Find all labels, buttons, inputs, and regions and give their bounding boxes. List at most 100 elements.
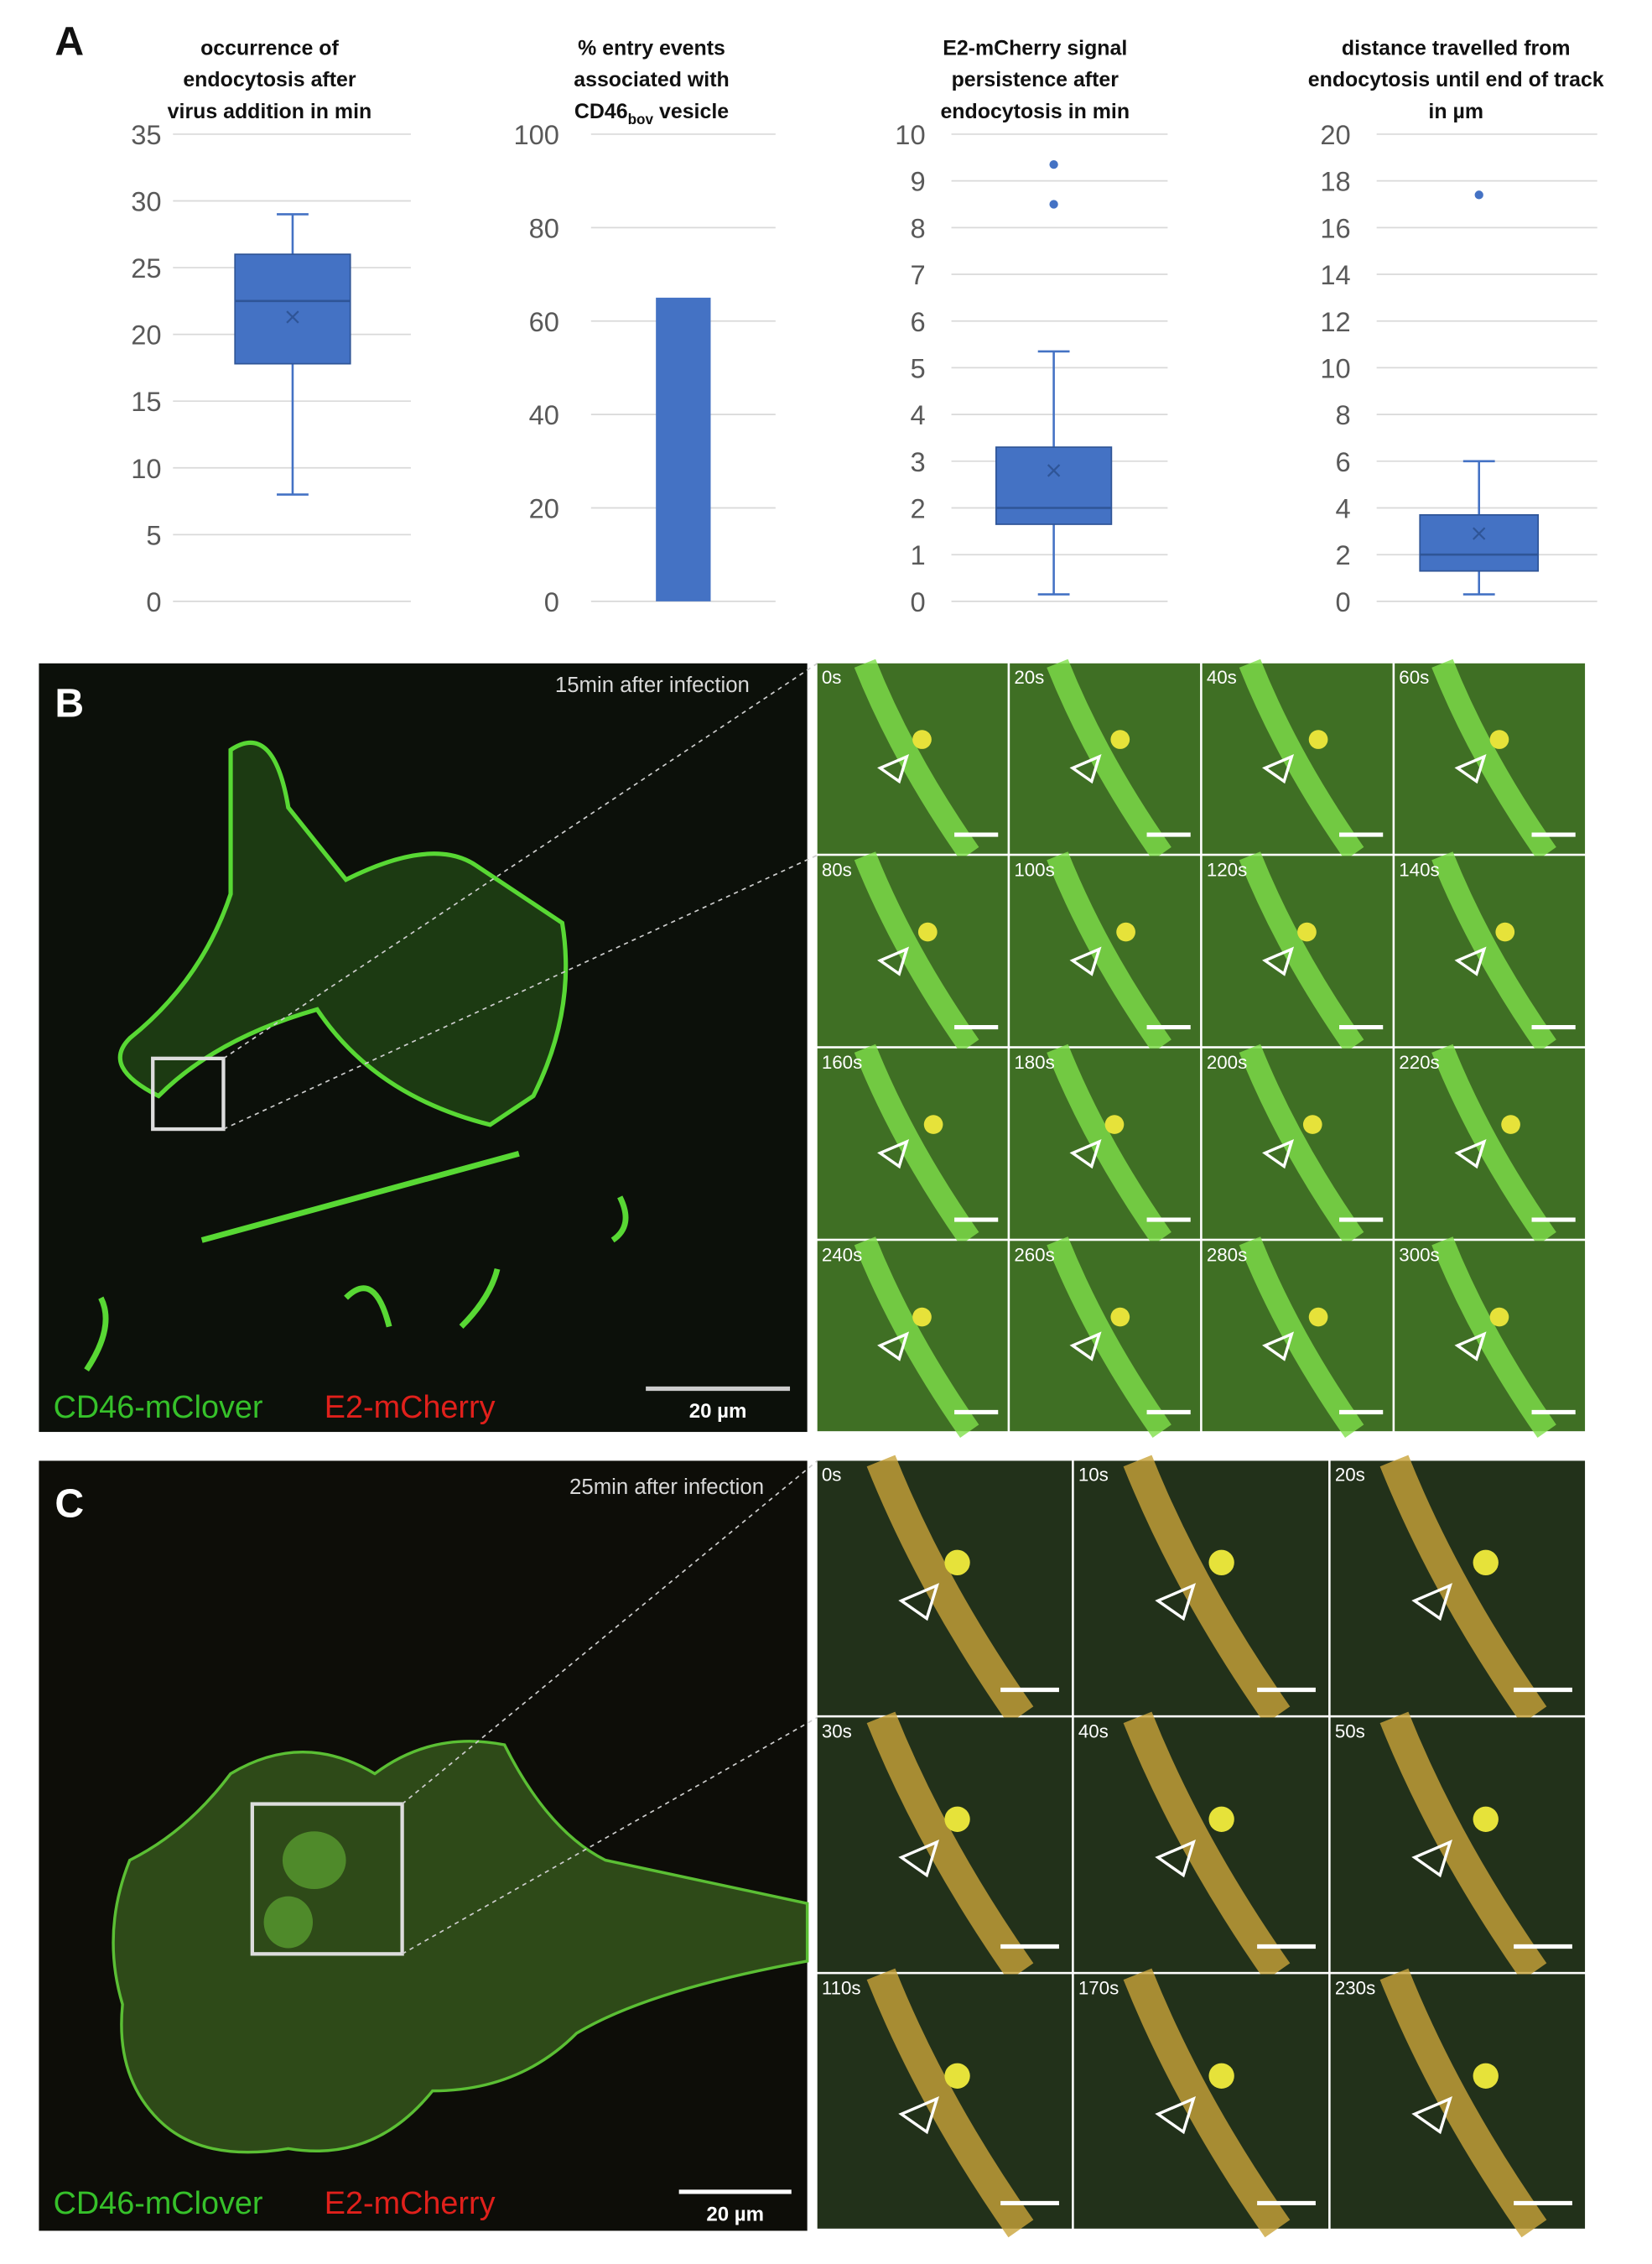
vesicle bbox=[1473, 2063, 1499, 2089]
vesicle bbox=[1308, 1307, 1328, 1327]
scale-bar-label: 20 µm bbox=[689, 1400, 747, 1423]
vesicle bbox=[944, 1549, 970, 1575]
arrowhead bbox=[898, 1840, 940, 1878]
vesicle bbox=[944, 1806, 970, 1832]
vesicle bbox=[1302, 1115, 1322, 1134]
vesicle bbox=[1501, 1115, 1520, 1134]
frame-label: 220s bbox=[1399, 1052, 1439, 1073]
y-tick-label: 35 bbox=[131, 119, 161, 150]
vesicle bbox=[1489, 730, 1509, 749]
arrowhead bbox=[1155, 1583, 1197, 1621]
chart-title: % entry events bbox=[578, 36, 725, 60]
chart-title: in µm bbox=[1428, 100, 1483, 123]
y-tick-label: 8 bbox=[910, 212, 925, 243]
frame-label: 200s bbox=[1207, 1052, 1247, 1073]
chart-title: E2-mCherry signal bbox=[943, 36, 1127, 60]
frame-label: 60s bbox=[1399, 667, 1429, 688]
caption: 25min after infection bbox=[569, 1476, 764, 1499]
membrane bbox=[1379, 1711, 1547, 1981]
y-tick-label: 5 bbox=[910, 352, 925, 383]
frame-label: 30s bbox=[822, 1720, 852, 1741]
vesicle bbox=[1495, 922, 1515, 942]
arrowhead bbox=[1069, 753, 1102, 784]
arrowhead bbox=[1069, 946, 1102, 976]
membrane bbox=[1431, 1044, 1556, 1246]
frame-label: 10s bbox=[1078, 1465, 1109, 1486]
panel-label: B bbox=[55, 680, 84, 726]
y-tick-label: 2 bbox=[1336, 539, 1351, 570]
box bbox=[234, 253, 351, 365]
membrane bbox=[1047, 658, 1171, 861]
membrane bbox=[1379, 1455, 1547, 1725]
vesicle bbox=[1297, 922, 1317, 942]
frame-label: 240s bbox=[822, 1244, 862, 1265]
arrowhead bbox=[877, 946, 910, 976]
arrowhead bbox=[1454, 1331, 1487, 1361]
y-tick-label: 7 bbox=[910, 259, 925, 290]
frame-label: 140s bbox=[1399, 859, 1439, 880]
frame-label: 110s bbox=[822, 1977, 861, 1998]
chart-title-part: vesicle bbox=[659, 100, 729, 123]
mean-marker bbox=[286, 310, 299, 324]
vesicle bbox=[912, 1307, 932, 1327]
y-tick-label: 0 bbox=[1336, 586, 1351, 617]
vesicle bbox=[1208, 2063, 1234, 2089]
frame-label: 0s bbox=[822, 667, 842, 688]
chart-title: occurrence of bbox=[200, 36, 339, 60]
chart-title: distance travelled from bbox=[1342, 36, 1571, 60]
y-tick-label: 18 bbox=[1320, 166, 1350, 197]
y-tick-label: 5 bbox=[146, 519, 161, 550]
vesicle bbox=[1473, 1549, 1499, 1575]
caption: 15min after infection bbox=[555, 674, 750, 697]
arrowhead bbox=[898, 2096, 940, 2135]
arrowhead bbox=[898, 1583, 940, 1621]
box bbox=[1419, 514, 1540, 572]
panel-label: A bbox=[55, 18, 84, 64]
membrane bbox=[1431, 851, 1556, 1054]
membrane bbox=[1239, 851, 1364, 1054]
frame-label: 170s bbox=[1078, 1977, 1119, 1998]
membrane bbox=[1123, 1455, 1291, 1725]
arrowhead bbox=[1155, 2096, 1197, 2135]
channel-label: CD46-mClover bbox=[54, 1390, 263, 1425]
arrowhead bbox=[1262, 946, 1295, 976]
arrowhead bbox=[1454, 946, 1487, 976]
chart-title-part: bov bbox=[628, 111, 654, 128]
y-tick-label: 20 bbox=[1320, 119, 1350, 150]
arrowhead bbox=[1262, 1138, 1295, 1169]
y-tick-label: 8 bbox=[1336, 399, 1351, 430]
mean-marker bbox=[1047, 464, 1061, 477]
channel-label: CD46-mClover bbox=[54, 2186, 263, 2221]
chart-title: associated with bbox=[574, 68, 729, 91]
y-tick-label: 0 bbox=[146, 586, 161, 617]
y-tick-label: 2 bbox=[910, 493, 925, 524]
y-tick-label: 80 bbox=[529, 212, 559, 243]
y-tick-label: 16 bbox=[1320, 212, 1350, 243]
arrowhead bbox=[1069, 1331, 1102, 1361]
arrowhead bbox=[1454, 1138, 1487, 1169]
membrane bbox=[854, 1044, 979, 1246]
vesicle bbox=[912, 730, 932, 749]
arrowhead bbox=[1262, 1331, 1295, 1361]
membrane bbox=[1123, 1711, 1291, 1981]
vesicle bbox=[1110, 1307, 1130, 1327]
arrowhead bbox=[877, 1331, 910, 1361]
outlier bbox=[1049, 159, 1058, 169]
frame-label: 100s bbox=[1014, 859, 1054, 880]
vesicle bbox=[1104, 1115, 1125, 1134]
y-tick-label: 0 bbox=[910, 586, 925, 617]
frame-label: 160s bbox=[822, 1052, 862, 1073]
membrane bbox=[1123, 1968, 1291, 2238]
frame-label: 40s bbox=[1078, 1720, 1109, 1741]
vesicle bbox=[923, 1115, 943, 1134]
panel-label: C bbox=[55, 1481, 84, 1526]
arrowhead bbox=[1454, 753, 1487, 784]
arrowhead bbox=[1411, 1840, 1453, 1878]
y-tick-label: 60 bbox=[529, 306, 559, 337]
frame-label: 300s bbox=[1399, 1244, 1439, 1265]
y-tick-label: 25 bbox=[131, 252, 161, 284]
membrane bbox=[1047, 851, 1171, 1054]
frame-label: 280s bbox=[1207, 1244, 1247, 1265]
membrane bbox=[1431, 658, 1556, 861]
